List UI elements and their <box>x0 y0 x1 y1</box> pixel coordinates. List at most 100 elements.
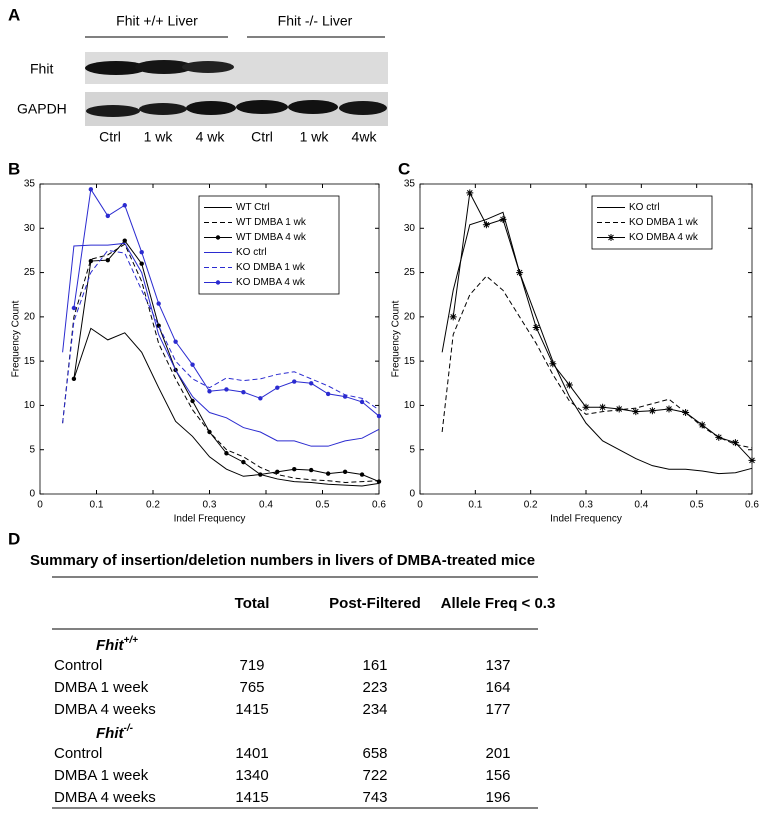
marker <box>748 456 756 464</box>
band <box>339 101 387 115</box>
marker <box>122 203 127 208</box>
table-cell: 722 <box>362 767 387 784</box>
x-tick-label: 0.2 <box>146 500 160 511</box>
marker <box>449 313 457 321</box>
marker <box>292 467 297 472</box>
x-tick-label: 0 <box>37 500 43 511</box>
group-label: Fhit+/+ <box>96 635 138 654</box>
legend-label: WT DMBA 4 wk <box>236 232 307 243</box>
panel-label: D <box>8 529 20 548</box>
x-tick-label: 0.6 <box>372 500 386 511</box>
marker <box>156 323 161 328</box>
x-tick-label: 0.4 <box>259 500 273 511</box>
y-axis-label: Frequency Count <box>11 300 22 377</box>
lane-label: Ctrl <box>99 129 121 145</box>
marker <box>499 215 507 223</box>
data-line <box>73 327 380 487</box>
marker <box>105 257 111 263</box>
x-tick-label: 0.4 <box>634 500 648 511</box>
data-line <box>441 275 753 449</box>
marker <box>122 238 127 243</box>
marker <box>325 391 331 397</box>
x-tick-label: 0.5 <box>690 500 704 511</box>
blot-row: GAPDH <box>17 101 67 117</box>
marker <box>532 323 540 331</box>
marker <box>698 421 706 429</box>
marker <box>224 451 229 456</box>
y-tick-label: 15 <box>404 356 416 367</box>
x-tick-label: 0.2 <box>524 500 538 511</box>
row-label: DMBA 4 weeks <box>54 701 156 718</box>
legend-marker <box>607 234 615 241</box>
marker <box>88 258 94 264</box>
marker <box>549 360 557 368</box>
row-label: Control <box>54 657 102 674</box>
marker <box>359 399 365 405</box>
marker <box>71 305 77 311</box>
marker <box>325 471 331 476</box>
marker <box>309 381 314 386</box>
marker <box>731 439 739 447</box>
data-line <box>62 249 380 424</box>
legend-marker <box>215 235 221 240</box>
marker <box>156 301 161 306</box>
group-superscript: -/- <box>124 723 134 734</box>
marker <box>466 189 474 197</box>
column-header: Post-Filtered <box>329 595 421 612</box>
marker <box>105 213 111 219</box>
marker <box>648 407 656 415</box>
band <box>182 61 234 73</box>
data-line <box>441 211 753 475</box>
y-tick-label: 5 <box>29 444 35 455</box>
marker <box>292 379 297 384</box>
x-tick-label: 0.5 <box>316 500 330 511</box>
group-name: Fhit <box>96 725 124 742</box>
lane-label: Ctrl <box>251 129 273 145</box>
y-tick-label: 5 <box>409 444 415 455</box>
marker <box>258 472 263 477</box>
marker <box>376 479 382 484</box>
band <box>236 100 288 114</box>
band <box>288 100 338 114</box>
table-cell: 223 <box>362 679 387 696</box>
marker <box>632 408 640 416</box>
group-name: Fhit <box>96 637 124 654</box>
marker <box>190 398 195 404</box>
row-label: Control <box>54 745 102 762</box>
table-cell: 156 <box>485 767 510 784</box>
table-cell: 196 <box>485 789 510 806</box>
lane-label: 4 wk <box>196 129 226 145</box>
marker <box>342 394 348 399</box>
blot-row: Fhit <box>30 61 53 77</box>
row-label: DMBA 4 weeks <box>54 789 156 806</box>
marker <box>88 187 94 192</box>
table-cell: 161 <box>362 657 387 674</box>
y-tick-label: 35 <box>24 179 36 190</box>
marker <box>682 409 690 417</box>
legend-label: WT DMBA 1 wk <box>236 217 307 228</box>
data-line <box>62 243 380 483</box>
y-tick-label: 30 <box>404 223 416 234</box>
table-title: Summary of insertion/deletion numbers in… <box>30 552 535 569</box>
legend-label: KO DMBA 1 wk <box>236 262 306 273</box>
y-tick-label: 25 <box>24 267 36 278</box>
y-tick-label: 10 <box>24 400 36 411</box>
legend-marker <box>215 280 221 285</box>
table-cell: 658 <box>362 745 387 762</box>
marker <box>599 403 607 411</box>
y-tick-label: 15 <box>24 356 36 367</box>
group-label: Fhit-/- <box>96 723 134 742</box>
marker <box>275 469 280 475</box>
table-cell: 164 <box>485 679 510 696</box>
x-tick-label: 0.1 <box>468 500 482 511</box>
marker <box>582 403 590 411</box>
marker <box>715 433 723 441</box>
data-line <box>62 242 380 447</box>
marker <box>615 405 623 413</box>
marker <box>516 269 524 277</box>
marker <box>665 405 673 413</box>
y-tick-label: 0 <box>29 489 35 500</box>
y-tick-label: 10 <box>404 400 416 411</box>
row-label: DMBA 1 week <box>54 679 149 696</box>
group-superscript: +/+ <box>124 635 139 646</box>
